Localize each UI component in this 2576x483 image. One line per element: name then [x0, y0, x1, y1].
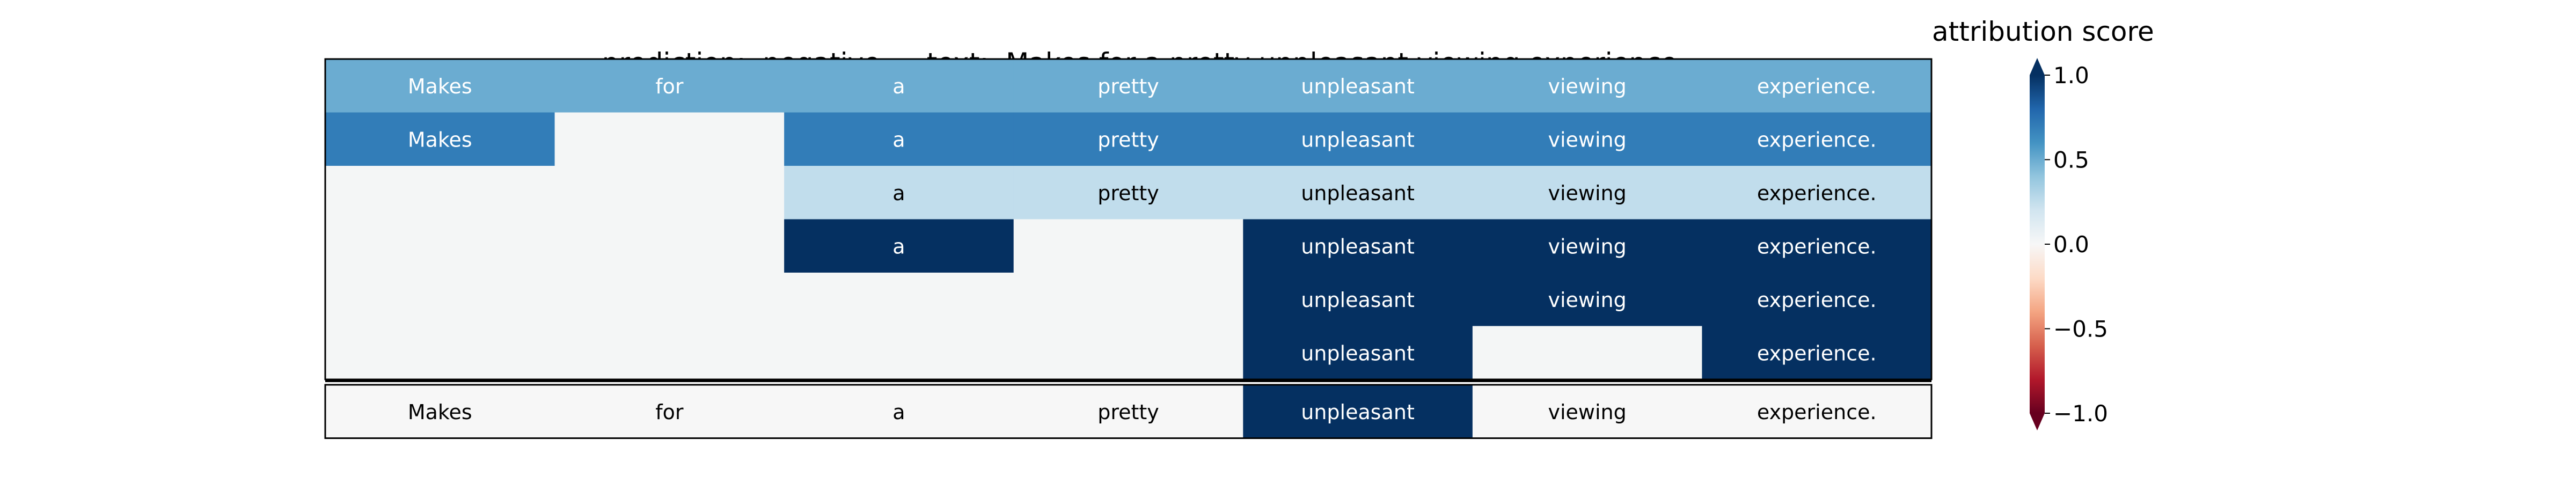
heatmap-cell	[1243, 385, 1473, 439]
heatmap-cell	[325, 59, 555, 113]
heatmap-cell	[1472, 385, 1703, 439]
token-label: unpleasant	[1301, 341, 1415, 365]
heatmap-cell	[554, 59, 785, 113]
heatmap-cell	[554, 166, 785, 220]
colorbar-tick-label: 1.0	[2053, 62, 2089, 89]
token-label: for	[655, 75, 684, 98]
heatmap-cell	[1702, 112, 1932, 166]
heatmap-cell	[1472, 166, 1703, 220]
colorbar-title: attribution score	[1932, 16, 2154, 47]
token-label: experience.	[1757, 235, 1877, 258]
token-label: pretty	[1097, 400, 1159, 424]
token-label: experience.	[1757, 181, 1877, 205]
token-label: experience.	[1757, 288, 1877, 312]
heatmap-cell	[1243, 219, 1473, 273]
heatmap-cell	[1013, 219, 1243, 273]
heatmap-cell	[1472, 59, 1703, 113]
token-label: Makes	[408, 400, 472, 424]
heatmap-cell	[1243, 326, 1473, 380]
heatmap-cells: Makes for a pretty unpleasant viewing experien…	[325, 59, 1932, 439]
token-label: viewing	[1548, 128, 1627, 151]
heatmap-cell	[1472, 219, 1703, 273]
heatmap-cell	[554, 273, 785, 327]
heatmap-cell	[1013, 326, 1243, 380]
token-label: unpleasant	[1301, 75, 1415, 98]
heatmap-cell	[1013, 273, 1243, 327]
heatmap-cell	[1702, 273, 1932, 327]
colorbar-gradient	[2030, 75, 2045, 413]
token-label: pretty	[1097, 75, 1159, 98]
token-label: a	[892, 400, 905, 424]
heatmap-cell	[1472, 273, 1703, 327]
colorbar-extend-top	[2030, 58, 2045, 75]
heatmap-cell	[1472, 326, 1703, 380]
colorbar: 1.0 0.5 0.0 −0.5 −1.0	[2030, 58, 2108, 430]
token-label: unpleasant	[1301, 128, 1415, 151]
final-row-frame	[324, 384, 1933, 439]
heatmap-cell	[1702, 326, 1932, 380]
token-label: a	[892, 181, 905, 205]
colorbar-tick-label: −1.0	[2053, 400, 2108, 427]
token-label: unpleasant	[1301, 400, 1415, 424]
heatmap-cell	[1243, 112, 1473, 166]
heatmap-cell	[1472, 112, 1703, 166]
heatmap-cell	[784, 273, 1014, 327]
colorbar-extend-bottom	[2030, 413, 2045, 430]
colorbar-tick-label: 0.5	[2053, 147, 2089, 173]
token-label: viewing	[1548, 235, 1627, 258]
heatmap-cell	[784, 326, 1014, 380]
heatmap-cell	[1013, 112, 1243, 166]
heatmap-cell	[1702, 166, 1932, 220]
token-label: viewing	[1548, 288, 1627, 312]
token-label: unpleasant	[1301, 181, 1415, 205]
token-label: viewing	[1548, 75, 1627, 98]
heatmap-cell	[1243, 273, 1473, 327]
token-label: viewing	[1548, 400, 1627, 424]
heatmap-cell	[1702, 219, 1932, 273]
heatmap-cell	[1702, 59, 1932, 113]
token-label: experience.	[1757, 75, 1877, 98]
heatmap-cell	[325, 273, 555, 327]
token-label: viewing	[1548, 181, 1627, 205]
token-label: unpleasant	[1301, 235, 1415, 258]
token-label: Makes	[408, 128, 472, 151]
heatmap-cell	[784, 112, 1014, 166]
token-label: experience.	[1757, 128, 1877, 151]
heatmap-cell	[784, 59, 1014, 113]
heatmap-cell	[554, 219, 785, 273]
heatmap-cell	[325, 385, 555, 439]
heatmap-cell	[1243, 166, 1473, 220]
heatmap-cell	[784, 385, 1014, 439]
token-label: a	[892, 75, 905, 98]
token-label: a	[892, 128, 905, 151]
token-label: pretty	[1097, 181, 1159, 205]
heatmap-cell	[325, 326, 555, 380]
heatmap-cell	[1013, 59, 1243, 113]
heatmap-cell	[784, 219, 1014, 273]
token-label: pretty	[1097, 128, 1159, 151]
token-label: unpleasant	[1301, 288, 1415, 312]
heatmap-cell	[1702, 385, 1932, 439]
colorbar-tick-label: 0.0	[2053, 231, 2089, 258]
heatmap-cell	[325, 219, 555, 273]
token-label: Makes	[408, 75, 472, 98]
heatmap-cell	[554, 112, 785, 166]
token-label: for	[655, 400, 684, 424]
heatmap-cell	[1243, 59, 1473, 113]
heatmap-cell	[325, 112, 555, 166]
heatmap-frames	[324, 58, 1933, 439]
token-label: experience.	[1757, 341, 1877, 365]
heatmap-cell	[1013, 166, 1243, 220]
heatmap-cell	[784, 166, 1014, 220]
heatmap-cell	[554, 385, 785, 439]
heatmap-cell	[554, 326, 785, 380]
heatmap-cell	[325, 166, 555, 220]
token-label: experience.	[1757, 400, 1877, 424]
token-label: a	[892, 235, 905, 258]
heatmap-cell	[1013, 385, 1243, 439]
colorbar-tick-label: −0.5	[2053, 316, 2108, 342]
